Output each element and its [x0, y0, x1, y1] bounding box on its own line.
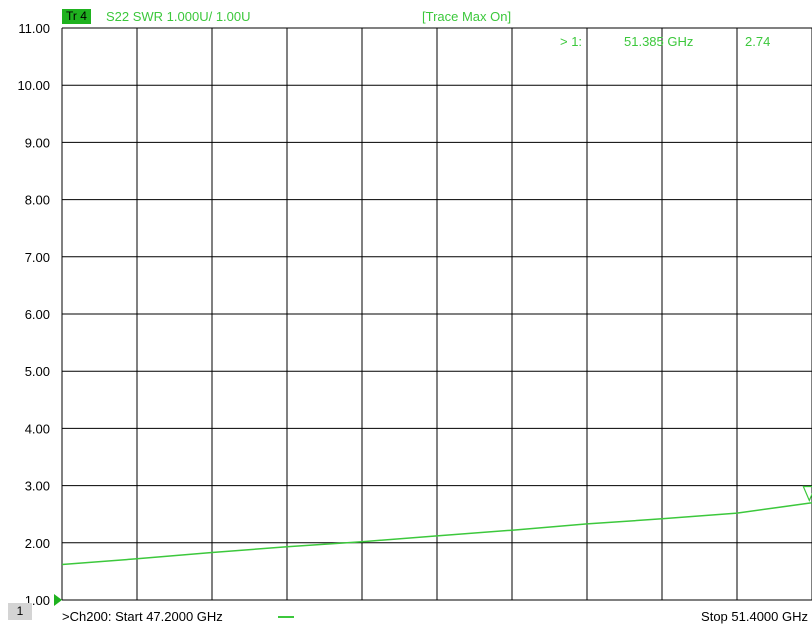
reference-marker-triangle — [54, 594, 62, 606]
marker-point — [802, 485, 812, 502]
trace-info: S22 SWR 1.000U/ 1.00U — [106, 9, 251, 24]
marker-y-readout: 2.74 — [745, 34, 770, 49]
trace — [61, 485, 812, 566]
y-tick-label: 5.00 — [25, 364, 50, 379]
y-tick-label: 2.00 — [25, 536, 50, 551]
marker-group: > 1: 51.385 GHz 2.74 — [560, 34, 770, 49]
y-tick-label: 3.00 — [25, 479, 50, 494]
y-tick-label: 8.00 — [25, 193, 50, 208]
channel-stop-info: Stop 51.4000 GHz — [701, 609, 808, 624]
y-tick-labels: 11.00 10.00 9.00 8.00 7.00 6.00 5.00 4.00 3.00 2.… — [17, 21, 62, 608]
grid — [61, 27, 812, 601]
trace-line — [61, 502, 812, 566]
channel-footer: 1 >Ch200: Start 47.2000 GHz Stop 51.4000… — [0, 600, 812, 627]
channel-start-info: >Ch200: Start 47.2000 GHz — [62, 609, 223, 624]
y-tick-label: 10.00 — [17, 78, 50, 93]
trace-color-swatch — [278, 616, 294, 618]
trace-badge[interactable]: Tr 4 — [62, 9, 91, 24]
y-tick-label: 4.00 — [25, 421, 50, 436]
y-tick-label: 6.00 — [25, 307, 50, 322]
trace-max-status: [Trace Max On] — [422, 9, 512, 24]
y-tick-label: 11.00 — [18, 21, 50, 36]
y-tick-label: 9.00 — [25, 135, 50, 150]
trace-header: Tr 4 S22 SWR 1.000U/ 1.00U [Trace Max On… — [0, 0, 812, 28]
y-tick-label: 7.00 — [25, 250, 50, 265]
channel-number-button[interactable]: 1 — [8, 603, 32, 620]
marker-x-readout: 51.385 GHz — [624, 34, 693, 49]
marker-label: > 1: — [560, 34, 582, 49]
